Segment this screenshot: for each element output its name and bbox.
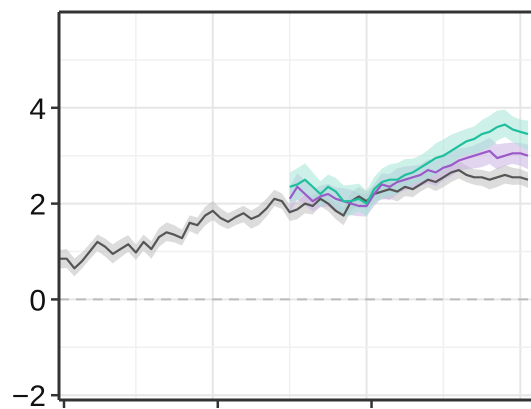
axes [57,10,531,402]
series-2-line [288,149,529,208]
x-axis-ticks [62,400,373,408]
y-tick-label: 0 [29,284,46,317]
y-tick-label: 4 [29,93,46,126]
series-3-line [289,123,529,205]
series-lines [59,123,529,270]
series-1-line [59,169,529,270]
y-axis-ticks: −2 0 2 4 [12,93,59,409]
y-tick-label: 2 [29,189,46,222]
series-3-band [289,109,528,218]
y-tick-label: −2 [12,380,46,409]
